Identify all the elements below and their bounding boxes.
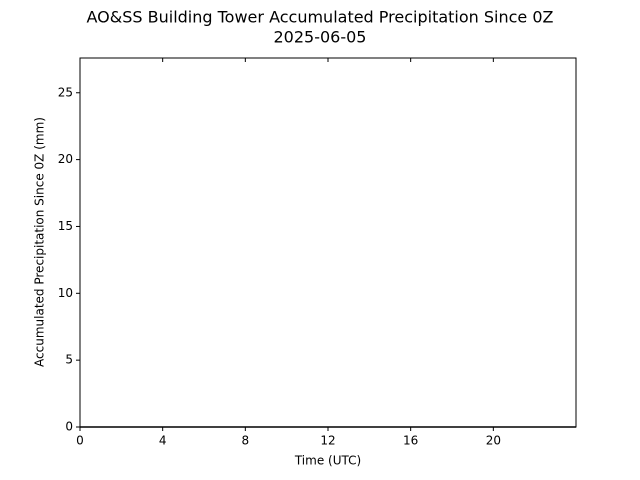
x-tick-label: 12 <box>320 434 335 448</box>
y-tick-label: 10 <box>58 286 73 300</box>
x-tick-label: 20 <box>486 434 501 448</box>
x-tick-label: 4 <box>159 434 167 448</box>
x-tick-label: 16 <box>403 434 418 448</box>
x-tick-label: 0 <box>76 434 84 448</box>
x-axis-label: Time (UTC) <box>294 454 361 468</box>
y-axis-label: Accumulated Precipitation Since 0Z (mm) <box>33 117 47 367</box>
chart-subtitle: 2025-06-05 <box>274 28 367 47</box>
y-tick-label: 5 <box>65 353 73 367</box>
y-tick-label: 25 <box>58 85 73 99</box>
chart-title: AO&SS Building Tower Accumulated Precipi… <box>87 8 554 27</box>
y-tick-label: 15 <box>58 219 73 233</box>
y-tick-label: 0 <box>65 420 73 434</box>
plot-frame <box>79 57 577 428</box>
y-tick-label: 20 <box>58 152 73 166</box>
x-tick-label: 8 <box>242 434 250 448</box>
